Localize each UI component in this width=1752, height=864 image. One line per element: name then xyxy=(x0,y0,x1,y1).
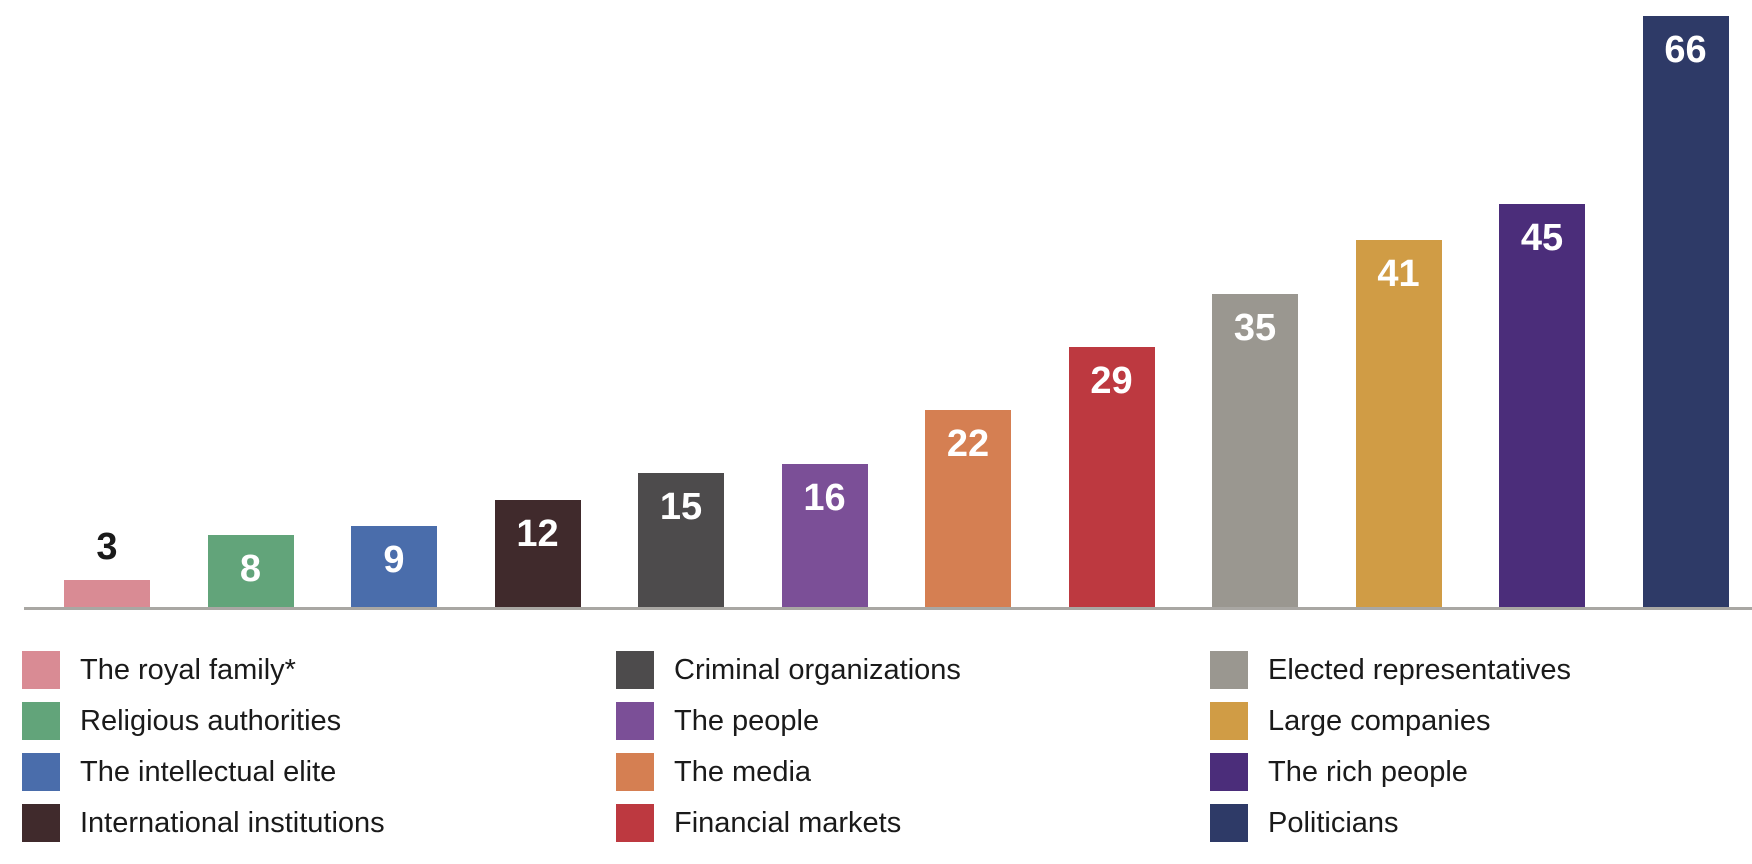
bar-value-label-the-media: 22 xyxy=(946,423,990,465)
bar-elected-representatives: 35 xyxy=(1212,294,1298,607)
legend-item-religious-authorities: Religious authorities xyxy=(22,702,385,740)
bar-the-intellectual-elite: 9 xyxy=(351,526,437,607)
bar-value-label-international-institutions: 12 xyxy=(516,513,559,555)
bar-value-label-the-royal-family: 3 xyxy=(96,526,118,568)
legend-swatch-the-intellectual-elite xyxy=(22,753,60,791)
legend-item-the-royal-family: The royal family* xyxy=(22,651,385,689)
legend-label-financial-markets: Financial markets xyxy=(674,806,902,839)
legend-swatch-the-people xyxy=(616,702,654,740)
legend-label-the-intellectual-elite: The intellectual elite xyxy=(80,755,337,788)
legend-item-the-rich-people: The rich people xyxy=(1210,753,1571,791)
bar-the-rich-people: 45 xyxy=(1499,204,1585,607)
legend-item-international-institutions: International institutions xyxy=(22,804,385,842)
bar-criminal-organizations: 15 xyxy=(638,473,724,607)
legend-swatch-financial-markets xyxy=(616,804,654,842)
legend-swatch-the-rich-people xyxy=(1210,753,1248,791)
legend-item-the-people: The people xyxy=(616,702,961,740)
legend-label-large-companies: Large companies xyxy=(1268,704,1491,737)
legend-label-international-institutions: International institutions xyxy=(80,806,385,839)
bar-politicians: 66 xyxy=(1642,16,1729,607)
bar-value-label-criminal-organizations: 15 xyxy=(659,486,703,528)
legend-label-religious-authorities: Religious authorities xyxy=(80,704,342,737)
legend-label-the-royal-family: The royal family* xyxy=(80,653,296,686)
legend-item-elected-representatives: Elected representatives xyxy=(1210,651,1571,689)
legend-label-the-media: The media xyxy=(674,755,812,788)
legend-column-1: The royal family* Religious authorities Th… xyxy=(22,651,385,842)
bar-value-label-elected-representatives: 35 xyxy=(1233,307,1277,349)
bar-the-royal-family: 3 xyxy=(64,526,150,607)
legend-label-the-people: The people xyxy=(674,704,820,737)
bar-value-label-the-rich-people: 45 xyxy=(1520,217,1564,259)
bar-chart: 3 8 9 12 15 16 22 29 35 41 45 66 xyxy=(64,16,1729,607)
legend-swatch-international-institutions xyxy=(22,804,60,842)
legend-swatch-politicians xyxy=(1210,804,1248,842)
legend-swatch-criminal-organizations xyxy=(616,651,654,689)
legend-swatch-religious-authorities xyxy=(22,702,60,740)
legend-item-the-intellectual-elite: The intellectual elite xyxy=(22,753,385,791)
bar-the-media: 22 xyxy=(925,410,1011,607)
bar-value-label-the-intellectual-elite: 9 xyxy=(383,539,405,581)
bar-financial-markets: 29 xyxy=(1068,347,1155,607)
legend-label-criminal-organizations: Criminal organizations xyxy=(674,653,961,686)
legend-swatch-large-companies xyxy=(1210,702,1248,740)
bar-international-institutions: 12 xyxy=(494,500,581,607)
bar-value-label-religious-authorities: 8 xyxy=(239,548,262,590)
legend-item-criminal-organizations: Criminal organizations xyxy=(616,651,961,689)
legend-item-financial-markets: Financial markets xyxy=(616,804,961,842)
bar-large-companies: 41 xyxy=(1355,240,1442,607)
legend-swatch-the-media xyxy=(616,753,654,791)
legend-item-large-companies: Large companies xyxy=(1210,702,1571,740)
bar-the-people: 16 xyxy=(781,464,868,607)
bar-value-label-financial-markets: 29 xyxy=(1090,360,1133,402)
legend-column-2: Criminal organizations The people The medi… xyxy=(616,651,961,842)
legend-label-the-rich-people: The rich people xyxy=(1268,755,1468,788)
bar-value-label-politicians: 66 xyxy=(1664,29,1707,71)
legend-swatch-the-royal-family xyxy=(22,651,60,689)
bar-value-label-the-people: 16 xyxy=(803,477,846,519)
legend-column-3: Elected representatives Large companies Th… xyxy=(1210,651,1571,842)
legend-label-politicians: Politicians xyxy=(1268,806,1399,839)
legend-label-elected-representatives: Elected representatives xyxy=(1268,653,1572,686)
chart-legend: The royal family* Religious authorities Th… xyxy=(0,651,1752,851)
bar-religious-authorities: 8 xyxy=(207,535,294,607)
legend-swatch-elected-representatives xyxy=(1210,651,1248,689)
x-axis-line xyxy=(24,607,1752,610)
legend-item-politicians: Politicians xyxy=(1210,804,1571,842)
legend-item-the-media: The media xyxy=(616,753,961,791)
bar-value-label-large-companies: 41 xyxy=(1377,253,1420,295)
